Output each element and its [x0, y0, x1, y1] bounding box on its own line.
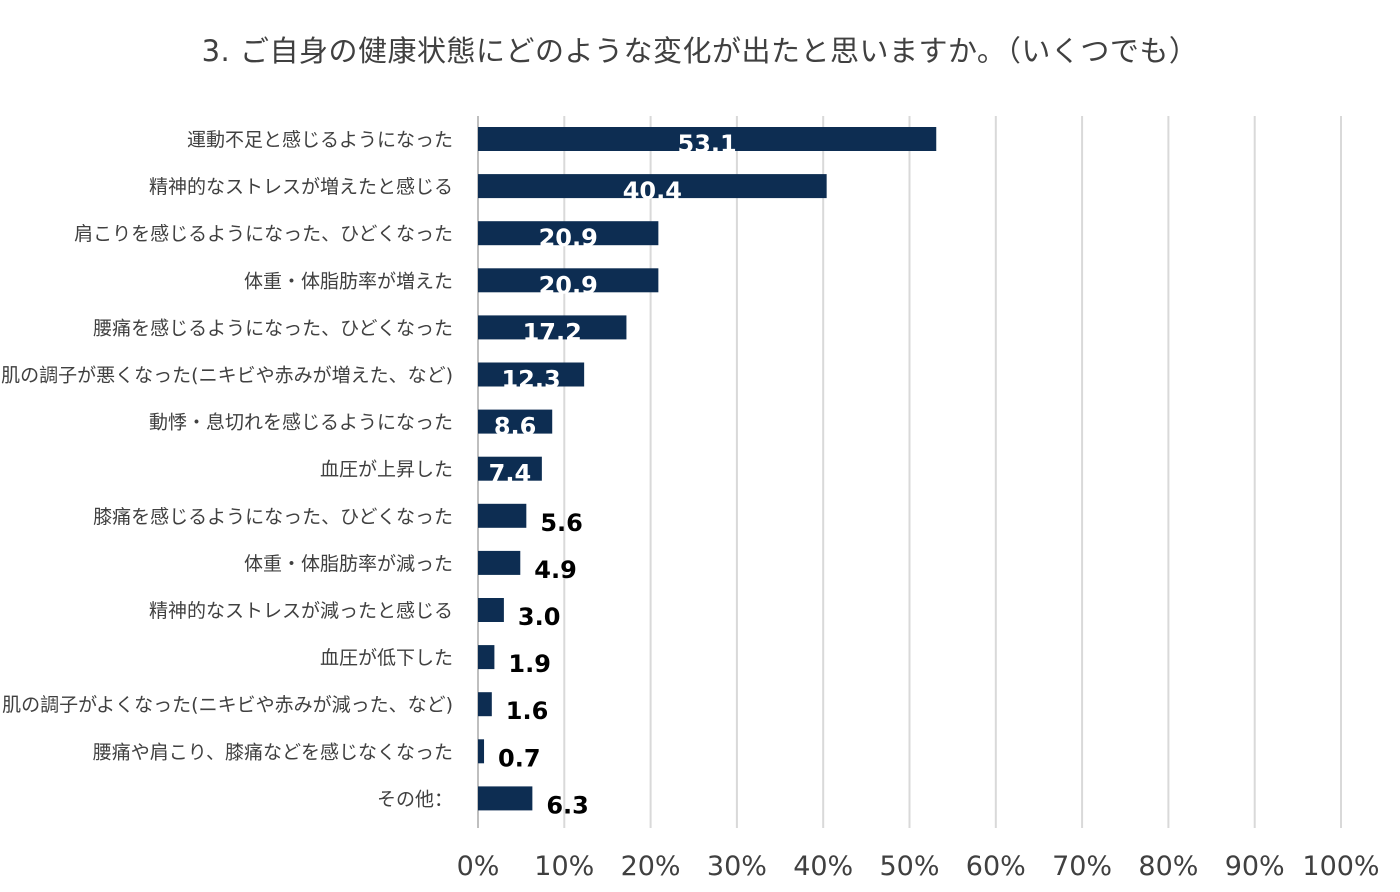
x-tick-label: 30% — [707, 851, 767, 882]
data-label: 5.6 — [540, 509, 583, 537]
bar — [478, 503, 527, 528]
bar — [478, 550, 521, 575]
bar — [478, 268, 659, 293]
x-tick-label: 90% — [1225, 851, 1285, 882]
category-label: 膝痛を感じるようになった、ひどくなった — [93, 506, 453, 528]
chart-title: 3. ご自身の健康状態にどのような変化が出たと思いますか。（いくつでも） — [201, 34, 1199, 68]
bar — [478, 645, 495, 670]
bar — [478, 456, 542, 481]
data-label: 17.2 — [523, 318, 582, 346]
x-tick-label: 0% — [457, 851, 500, 882]
category-label: 体重・体脂肪率が減った — [244, 553, 453, 575]
x-tick-label: 70% — [1052, 851, 1112, 882]
x-tick-label: 20% — [621, 851, 681, 882]
bar — [478, 362, 585, 387]
data-label: 4.9 — [534, 556, 577, 584]
category-label: 精神的なストレスが増えたと感じる — [149, 176, 453, 198]
category-label: 動悸・息切れを感じるようになった — [149, 412, 453, 434]
data-label: 20.9 — [539, 224, 598, 252]
data-label: 12.3 — [501, 366, 560, 394]
data-label: 0.7 — [498, 744, 541, 772]
bar — [478, 692, 492, 717]
bar — [478, 221, 659, 246]
bar — [478, 409, 553, 434]
data-label: 40.4 — [623, 177, 682, 205]
bar — [478, 174, 827, 199]
data-label: 1.9 — [508, 650, 551, 678]
data-label: 53.1 — [678, 130, 737, 158]
data-label: 1.6 — [506, 697, 549, 725]
category-label: 腰痛を感じるようになった、ひどくなった — [93, 317, 453, 339]
x-tick-label: 100% — [1302, 851, 1379, 882]
x-tick-label: 80% — [1138, 851, 1198, 882]
category-label: 体重・体脂肪率が増えた — [244, 270, 453, 292]
category-label: 肩こりを感じるようになった、ひどくなった — [74, 223, 453, 245]
bar — [478, 598, 504, 622]
data-label: 3.0 — [518, 603, 561, 631]
category-label: その他： — [377, 788, 453, 810]
data-label: 20.9 — [539, 271, 598, 299]
category-label: 肌の調子が悪くなった(ニキビや赤みが増えた、など) — [1, 365, 453, 387]
x-tick-label: 40% — [793, 851, 853, 882]
x-tick-label: 50% — [879, 851, 939, 882]
category-label: 肌の調子がよくなった(ニキビや赤みが減った、など) — [2, 694, 453, 716]
data-label: 8.6 — [494, 413, 537, 441]
data-label: 7.4 — [489, 460, 532, 488]
category-label: 精神的なストレスが減ったと感じる — [149, 600, 453, 622]
bar — [478, 315, 627, 340]
category-label: 血圧が上昇した — [320, 459, 453, 481]
category-label: 運動不足と感じるようになった — [187, 129, 453, 151]
category-label: 血圧が低下した — [320, 647, 453, 669]
x-tick-label: 60% — [966, 851, 1026, 882]
bar — [478, 786, 533, 811]
bar — [478, 127, 937, 151]
category-label: 腰痛や肩こり、膝痛などを感じなくなった — [93, 741, 453, 763]
x-tick-label: 10% — [534, 851, 594, 882]
bar — [478, 739, 485, 764]
data-label: 6.3 — [546, 791, 589, 819]
